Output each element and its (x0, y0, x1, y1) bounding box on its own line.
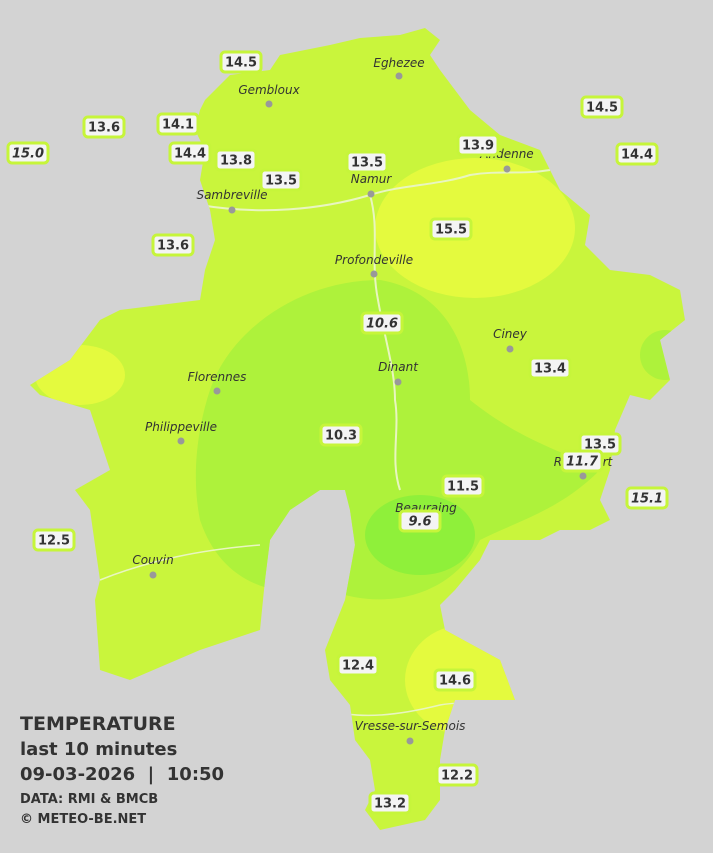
town-dot (228, 206, 236, 214)
station-temperature: 13.6 (88, 121, 120, 136)
town-dot (370, 270, 378, 278)
station-box (580, 95, 624, 119)
station-temperature: 13.2 (374, 797, 406, 812)
station-box (345, 150, 389, 174)
station-box (560, 449, 604, 473)
station-temperature: 12.2 (441, 769, 473, 784)
town-label: Philippeville (145, 420, 217, 434)
station-temperature: 12.5 (38, 534, 70, 549)
station-box (151, 233, 195, 257)
station-box (528, 356, 572, 380)
town-dot (395, 72, 403, 80)
town-label: Profondeville (335, 253, 413, 267)
legend-source: DATA: RMI & BMCB (20, 792, 158, 807)
town-dot (406, 737, 414, 745)
station-box (214, 148, 258, 172)
station-box (360, 311, 404, 335)
station-box (319, 423, 363, 447)
station-temperature: 14.1 (162, 118, 194, 133)
station-temperature: 13.9 (462, 139, 494, 154)
station-temperature: 10.6 (366, 317, 398, 332)
station-box (168, 141, 212, 165)
station-temperature: 13.6 (157, 239, 189, 254)
station-temperature: 13.5 (584, 438, 616, 453)
station-box (156, 112, 200, 136)
stations: 14.5 13.6 14.1 15.0 14.4 13.8 13.5 13.5 13.9 14.5… (6, 50, 669, 815)
town-label: Dinant (378, 360, 419, 374)
town-label: Sambreville (196, 188, 267, 202)
station-temperature: 15.0 (12, 147, 44, 162)
legend-period: last 10 minutes (20, 739, 177, 760)
station-box (219, 50, 263, 74)
legend: TEMPERATURE last 10 minutes 09-03-2026 |… (20, 713, 224, 827)
station-box (336, 653, 380, 677)
town-dot (177, 437, 185, 445)
legend-title: TEMPERATURE (20, 713, 176, 735)
station-temperature: 10.3 (325, 429, 357, 444)
town-label: Couvin (132, 553, 173, 567)
station-temperature: 9.6 (408, 515, 431, 530)
station-box (433, 668, 477, 692)
town-label: Gembloux (238, 83, 300, 97)
station-temperature: 14.5 (586, 101, 618, 116)
station-box (6, 141, 50, 165)
station-temperature: 14.6 (439, 674, 471, 689)
town-label: Eghezee (373, 56, 424, 70)
town-dot (149, 571, 157, 579)
station-box (625, 486, 669, 510)
town-dot (367, 190, 375, 198)
town-label: Vresse-sur-Semois (355, 719, 466, 733)
station-box (368, 791, 412, 815)
station-temperature: 11.5 (447, 480, 479, 495)
legend-timestamp: 09-03-2026 | 10:50 (20, 764, 224, 785)
station-box (435, 763, 479, 787)
town-dot (506, 345, 514, 353)
station-box (32, 528, 76, 552)
station-temperature: 13.5 (351, 156, 383, 171)
town-dot (394, 378, 402, 386)
station-temperature: 12.4 (342, 659, 374, 674)
station-temperature: 14.4 (621, 148, 653, 163)
station-temperature: 13.4 (534, 362, 566, 377)
station-temperature: 13.5 (265, 174, 297, 189)
station-box (456, 133, 500, 157)
station-box (259, 168, 303, 192)
town-label: Ciney (493, 327, 528, 341)
station-temperature: 13.8 (220, 154, 252, 169)
station-box (441, 474, 485, 498)
station-box (615, 142, 659, 166)
town-dot (265, 100, 273, 108)
town-dot (213, 387, 221, 395)
legend-credit: © METEO-BE.NET (20, 812, 146, 827)
station-temperature: 14.4 (174, 147, 206, 162)
station-box (429, 217, 473, 241)
town-dot (579, 472, 587, 480)
station-box (82, 115, 126, 139)
town-label: Florennes (188, 370, 247, 384)
station-temperature: 15.5 (435, 223, 467, 238)
station-temperature: 15.1 (631, 492, 663, 507)
station-temperature: 14.5 (225, 56, 257, 71)
station-box (398, 509, 442, 533)
town-label: Namur (351, 172, 393, 186)
town-dot (503, 165, 511, 173)
station-temperature: 11.7 (566, 455, 599, 470)
